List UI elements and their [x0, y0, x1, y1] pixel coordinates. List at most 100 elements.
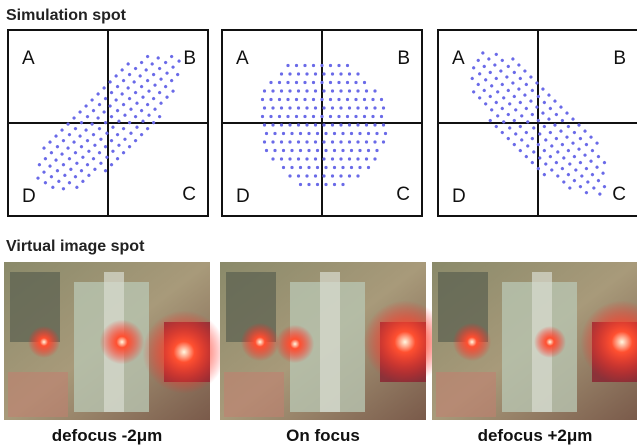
photo-panels: defocus -2μm On focus defocus +2μm: [4, 262, 637, 445]
spot-dot: [305, 89, 308, 92]
spot-dot: [305, 72, 308, 75]
spot-dot: [371, 98, 374, 101]
spot-dot: [280, 123, 283, 126]
spot-dot: [307, 149, 310, 152]
simulation-panels: ABCDABCDABCD: [8, 30, 637, 216]
spot-dot: [358, 149, 361, 152]
spot-dot: [373, 123, 376, 126]
spot-dot: [341, 166, 344, 169]
spot-dot: [297, 123, 300, 126]
spot-dot: [261, 115, 264, 118]
spot-dot: [339, 123, 342, 126]
spot-dot: [324, 183, 327, 186]
spot-dot: [286, 81, 289, 84]
spot-dot: [288, 174, 291, 177]
photo: defocus -2μm: [4, 262, 226, 445]
spot-dot: [380, 98, 383, 101]
spot-dot: [339, 157, 342, 160]
spot-dot: [322, 106, 325, 109]
spot-dot: [297, 89, 300, 92]
spot-dot: [305, 174, 308, 177]
spot-dot: [324, 149, 327, 152]
spot-dot: [280, 157, 283, 160]
photo-caption: defocus +2μm: [478, 426, 593, 445]
spot-dot: [341, 149, 344, 152]
spot-dot: [312, 64, 315, 67]
spot-dot: [384, 132, 387, 135]
photo-object: [8, 372, 68, 417]
spot-dot: [288, 72, 291, 75]
spot-dot: [322, 140, 325, 143]
spot-dot: [341, 132, 344, 135]
spot-dot: [356, 89, 359, 92]
spot-dot: [339, 72, 342, 75]
spot-dot: [331, 157, 334, 160]
light-spot: [28, 326, 60, 358]
spot-dot: [273, 149, 276, 152]
spot-dot: [305, 106, 308, 109]
spot-dot: [363, 98, 366, 101]
spot-dot: [354, 98, 357, 101]
spot-dot: [373, 89, 376, 92]
spot-dot: [280, 106, 283, 109]
photo: defocus +2μm: [432, 262, 637, 445]
spot-dot: [297, 140, 300, 143]
spot-dot: [269, 98, 272, 101]
spot-dot: [356, 157, 359, 160]
spot-dot: [348, 174, 351, 177]
spot-dot: [290, 149, 293, 152]
spot-dot: [322, 157, 325, 160]
spot-dot: [282, 132, 285, 135]
photo-object: [436, 372, 496, 417]
spot-panel: ABCD: [222, 30, 422, 216]
spot-dot: [303, 81, 306, 84]
spot-dot: [348, 89, 351, 92]
spot-dot: [320, 98, 323, 101]
spot-dot: [356, 123, 359, 126]
light-spot: [241, 323, 279, 361]
spot-dot: [348, 72, 351, 75]
spot-dot: [314, 140, 317, 143]
spot-dot: [271, 140, 274, 143]
spot-dot: [278, 81, 281, 84]
spot-dot: [288, 123, 291, 126]
spot-dot: [297, 157, 300, 160]
spot-dot: [365, 106, 368, 109]
spot-dot: [280, 89, 283, 92]
spot-dot: [303, 115, 306, 118]
spot-dot: [348, 123, 351, 126]
spot-dot: [314, 106, 317, 109]
quadrant-label: D: [452, 186, 466, 207]
spot-dot: [271, 123, 274, 126]
spot-dot: [265, 149, 268, 152]
spot-dot: [316, 183, 319, 186]
spot-dot: [324, 166, 327, 169]
spot-dot: [299, 166, 302, 169]
quadrant-label: C: [182, 184, 196, 205]
spot-dot: [316, 132, 319, 135]
section-title: Simulation spot: [6, 7, 127, 24]
spot-dot: [350, 166, 353, 169]
photo-caption: defocus -2μm: [52, 426, 163, 445]
spot-dot: [382, 140, 385, 143]
spot-dot: [329, 81, 332, 84]
spot-dot: [333, 166, 336, 169]
spot-dot: [356, 140, 359, 143]
spot-dot: [320, 115, 323, 118]
light-spot: [100, 320, 145, 365]
spot-dot: [371, 115, 374, 118]
spot-dot: [282, 149, 285, 152]
spot-dot: [339, 106, 342, 109]
spot-dot: [363, 81, 366, 84]
spot-panel: ABCD: [438, 30, 637, 216]
spot-dot: [273, 132, 276, 135]
spot-dot: [367, 149, 370, 152]
spot-dot: [271, 106, 274, 109]
spot-dot: [329, 98, 332, 101]
spot-dot: [297, 174, 300, 177]
spot-dot: [331, 72, 334, 75]
spot-dot: [263, 89, 266, 92]
photo: On focus: [220, 262, 447, 445]
spot-dot: [288, 106, 291, 109]
quadrant-label: B: [613, 48, 626, 69]
